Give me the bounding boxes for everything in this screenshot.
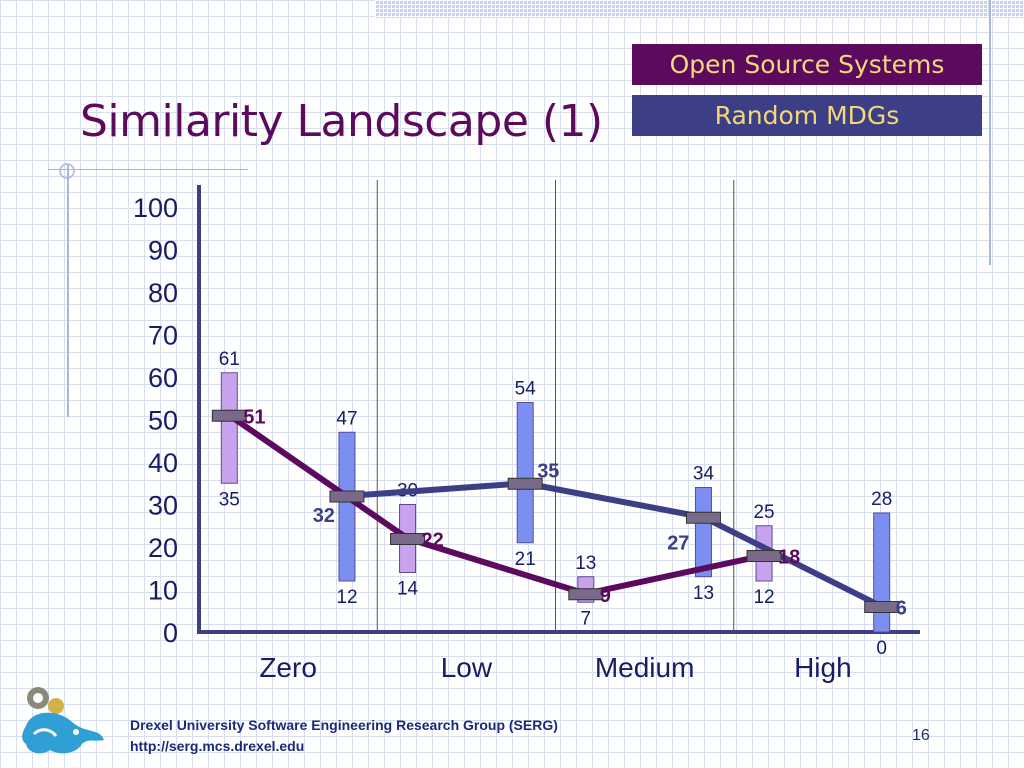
top-decoration-band [375,0,1024,18]
y-tick-label: 60 [148,363,178,393]
range-max-label: 28 [871,489,892,510]
point-marker [390,533,426,545]
range-bar [873,512,891,633]
decorative-right-line [989,0,991,265]
y-tick-label: 70 [148,321,178,351]
point-marker [329,490,365,503]
slide-title: Similarity Landscape (1) [80,96,603,147]
series-value-label: 27 [667,532,689,554]
x-category-label: Medium [595,652,695,683]
footer-organization: Drexel University Software Engineering R… [130,717,558,733]
series-value-label: 32 [313,505,335,527]
range-max-label: 54 [515,379,537,400]
range-max-label: 13 [575,553,596,574]
series-value-label: 9 [600,585,611,607]
range-min-label: 14 [397,579,419,600]
series-value-label: 35 [537,460,559,482]
y-tick-label: 100 [133,193,178,223]
range-max-label: 47 [336,408,357,429]
y-tick-label: 80 [148,278,178,308]
point-marker [507,477,543,490]
series-line [227,412,765,597]
serg-dragon-logo [22,687,104,754]
x-category-label: High [794,652,852,683]
point-marker [864,601,900,613]
range-min-label: 35 [219,489,240,510]
range-max-label: 34 [693,464,715,485]
point-marker [568,588,604,601]
range-bar [516,402,534,544]
series-value-label: 6 [896,598,907,620]
range-min-label: 21 [515,549,536,570]
y-tick-label: 10 [148,576,178,606]
range-min-label: 12 [336,587,357,608]
crosshair-icon [59,163,75,179]
series-value-label: 22 [422,530,444,552]
range-min-label: 13 [693,583,714,604]
series-line [346,480,884,610]
legend-random-mdgs: Random MDGs [632,95,982,136]
y-tick-label: 90 [148,236,178,266]
point-marker [746,550,782,562]
y-tick-label: 20 [148,533,178,563]
x-category-label: Zero [259,652,317,683]
range-bar [694,487,712,578]
range-max-label: 61 [219,349,240,370]
range-min-label: 7 [581,608,592,629]
range-bar [338,431,356,582]
y-tick-label: 0 [163,618,178,648]
x-category-label: Low [441,652,493,683]
range-max-label: 25 [753,502,774,523]
range-bar [220,372,238,484]
y-tick-label: 40 [148,448,178,478]
range-min-label: 0 [876,638,887,659]
legend-open-source-systems: Open Source Systems [632,44,982,85]
decorative-left-line [67,165,69,417]
series-value-label: 18 [778,547,800,569]
point-marker [685,511,721,524]
range-min-label: 12 [753,587,774,608]
decorative-title-rule [48,169,248,170]
page-number: 16 [912,727,930,744]
footer-url[interactable]: http://serg.mcs.drexel.edu [130,738,305,754]
y-tick-label: 50 [148,406,178,436]
y-tick-label: 30 [148,491,178,521]
series-value-label: 51 [243,406,265,428]
point-marker [211,409,247,422]
